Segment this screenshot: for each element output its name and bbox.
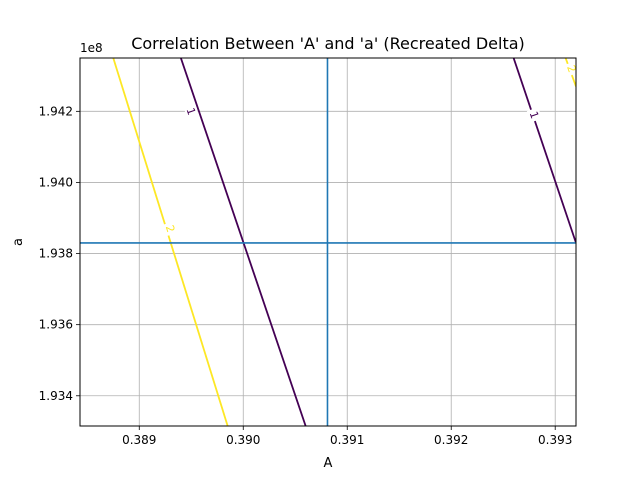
contour-label-group: 2 xyxy=(162,221,178,237)
contour-line-1 xyxy=(180,58,307,426)
x-tick-label: 0.391 xyxy=(330,433,364,447)
y-tick-label: 1.940 xyxy=(39,175,73,189)
y-tick-label: 1.936 xyxy=(39,318,73,332)
x-axis-label: A xyxy=(324,456,333,471)
axes-frame xyxy=(79,57,577,427)
x-tick-label: 0.393 xyxy=(538,433,572,447)
contour-label-group: 1 xyxy=(526,107,543,123)
x-tick-label: 0.392 xyxy=(434,433,468,447)
contour-label-gap xyxy=(183,103,199,119)
y-tick-label: 1.942 xyxy=(39,104,73,118)
y-axis-label: a xyxy=(11,238,26,246)
contour-label-1: 1 xyxy=(527,110,542,121)
y-offset-label: 1e8 xyxy=(80,41,103,55)
x-tick-label: 0.389 xyxy=(122,433,156,447)
contour-label-gap xyxy=(162,221,178,237)
x-axis-ticks: 0.389 0.390 0.391 0.392 0.393 xyxy=(122,426,572,447)
y-tick-label: 1.934 xyxy=(39,389,73,403)
x-tick-label: 0.390 xyxy=(226,433,260,447)
contour-label-gap xyxy=(526,107,543,123)
contour-lines xyxy=(112,58,576,426)
contour-line-1 xyxy=(512,58,576,244)
y-tick-label: 1.938 xyxy=(39,247,73,261)
contour-line-2 xyxy=(112,58,229,426)
contour-label-1: 1 xyxy=(184,106,199,117)
contour-label-group: 1 xyxy=(183,103,199,119)
reference-lines xyxy=(80,58,576,426)
contour-label-2: 2 xyxy=(564,63,579,74)
y-axis-ticks: 1.934 1.936 1.938 1.940 1.942 xyxy=(39,104,80,403)
contour-label-2: 2 xyxy=(163,224,177,235)
chart-title: Correlation Between 'A' and 'a' (Recreat… xyxy=(131,34,525,53)
plot-area: 1 2 1 2 xyxy=(80,58,580,426)
